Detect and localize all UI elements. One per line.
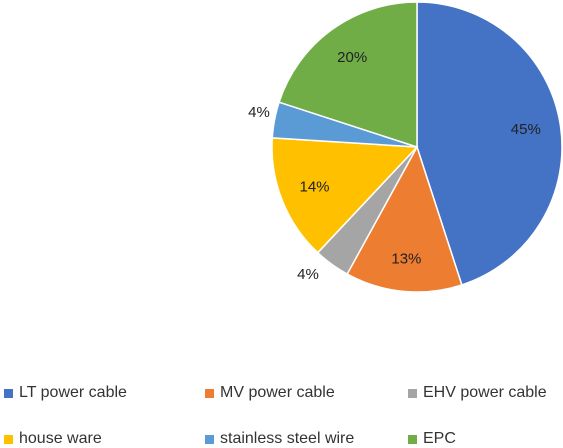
legend-item-epc: EPC [408, 430, 456, 448]
pie-chart: 45% 13% 4% 14% 4% 20% [248, 1, 563, 293]
legend-swatch [205, 388, 214, 398]
pie-slice-mv-power-cable [346, 145, 463, 293]
legend-swatch [4, 434, 13, 444]
data-label-epc: 20% [337, 49, 367, 66]
pie-slices [271, 1, 563, 293]
legend-label: house ware [19, 430, 102, 447]
legend-swatch [408, 434, 417, 444]
pie-slice-lt-power-cable [416, 1, 563, 286]
data-label-lt-power-cable: 45% [511, 121, 541, 138]
legend-swatch [205, 434, 214, 444]
data-label-house-ware: 14% [299, 179, 329, 196]
legend: LT power cable MV power cable EHV power ca… [0, 380, 563, 447]
pie-slice-house-ware [271, 137, 419, 254]
legend-item-ehv-power-cable: EHV power cable [408, 384, 547, 402]
data-label-stainless-steel-wire: 4% [248, 104, 270, 121]
legend-label: stainless steel wire [220, 430, 355, 447]
legend-item-stainless-steel-wire: stainless steel wire [205, 430, 354, 448]
legend-item-mv-power-cable: MV power cable [205, 384, 335, 402]
legend-item-house-ware: house ware [4, 430, 102, 448]
legend-label: EPC [423, 430, 456, 447]
legend-swatch [408, 388, 417, 398]
pie-slice-epc [278, 1, 418, 149]
legend-item-lt-power-cable: LT power cable [4, 384, 127, 402]
legend-label: LT power cable [19, 384, 127, 401]
legend-label: EHV power cable [423, 384, 547, 401]
data-label-ehv-power-cable: 4% [297, 266, 319, 283]
pie-labels: 45% 13% 4% 14% 4% 20% [248, 49, 541, 283]
data-label-mv-power-cable: 13% [391, 251, 421, 268]
legend-swatch [4, 388, 13, 398]
legend-label: MV power cable [220, 384, 335, 401]
